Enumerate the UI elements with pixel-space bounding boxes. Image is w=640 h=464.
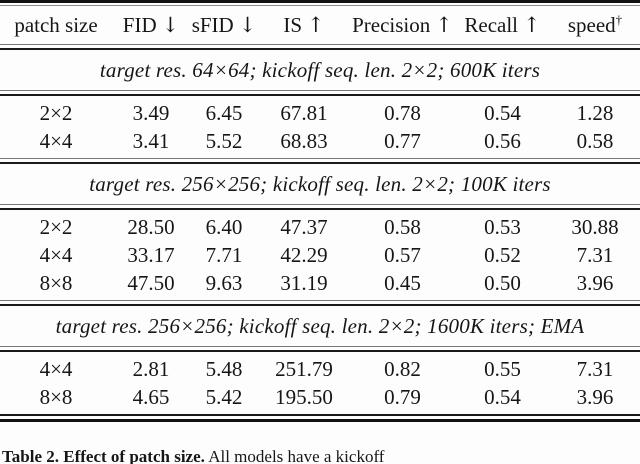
cell-recall: 0.56	[484, 128, 521, 153]
cell-is: 31.19	[280, 270, 328, 295]
section-title: target res. 64×64; kickoff seq. len. 2×2…	[99, 57, 541, 82]
table-row: 2×2 28.50 6.40 47.37 0.58 0.53 30.88	[0, 213, 640, 241]
cell-is: 195.50	[275, 384, 333, 409]
dagger-footnote-marker: †	[615, 11, 623, 27]
cell-patch-size: 4×4	[39, 242, 73, 267]
cell-fid: 47.50	[127, 270, 175, 295]
section-divider	[0, 90, 640, 96]
col-header-is: IS ↑	[258, 13, 350, 38]
cell-sfid: 6.45	[205, 100, 243, 125]
cell-sfid: 5.48	[205, 356, 243, 381]
up-arrow-icon: ↑	[435, 12, 453, 37]
down-arrow-icon: ↓	[161, 12, 180, 37]
table-row: 4×4 33.17 7.71 42.29 0.57 0.52 7.31	[0, 241, 640, 269]
cell-patch-size: 2×2	[39, 100, 73, 125]
cell-speed: 3.96	[576, 270, 614, 295]
table-header-row: patch size FID ↓ sFID ↓ IS ↑ Precision ↑ Rec…	[0, 6, 640, 44]
cell-fid: 4.65	[132, 384, 170, 409]
cell-sfid: 5.52	[205, 128, 243, 153]
cell-recall: 0.53	[484, 214, 521, 239]
table-top-rule	[0, 0, 640, 6]
cell-recall: 0.52	[484, 242, 521, 267]
table-row: 8×8 4.65 5.42 195.50 0.79 0.54 3.96	[0, 383, 640, 411]
section-rows: 4×4 2.81 5.48 251.79 0.82 0.55 7.31 8×8 …	[0, 352, 640, 414]
cell-sfid: 7.71	[205, 242, 243, 267]
cell-is: 67.81	[280, 100, 328, 125]
col-header-label: speed	[567, 12, 616, 37]
col-header-label: patch size	[14, 12, 98, 37]
table-row: 2×2 3.49 6.45 67.81 0.78 0.54 1.28	[0, 99, 640, 127]
col-header-label: Precision	[352, 12, 431, 37]
col-header-fid: FID ↓	[112, 13, 190, 38]
table-row: 4×4 2.81 5.48 251.79 0.82 0.55 7.31	[0, 355, 640, 383]
cell-speed: 1.28	[576, 100, 614, 125]
cell-recall: 0.50	[484, 270, 521, 295]
cell-fid: 2.81	[132, 356, 170, 381]
cell-precision: 0.58	[384, 214, 421, 239]
col-header-label: FID	[122, 12, 157, 37]
cell-recall: 0.54	[484, 100, 521, 125]
section-title: target res. 256×256; kickoff seq. len. 2…	[55, 313, 585, 338]
col-header-label: Recall	[464, 12, 519, 37]
cell-precision: 0.77	[384, 128, 421, 153]
cell-precision: 0.57	[384, 242, 421, 267]
table-row: 8×8 47.50 9.63 31.19 0.45 0.50 3.96	[0, 269, 640, 297]
cell-fid: 3.49	[132, 100, 170, 125]
up-arrow-icon: ↑	[523, 12, 541, 37]
cell-speed: 7.31	[576, 356, 614, 381]
table-caption: Table 2. Effect of patch size. All model…	[0, 446, 640, 464]
caption-title: Effect of patch size.	[63, 447, 205, 464]
cell-precision: 0.78	[384, 100, 421, 125]
cell-patch-size: 4×4	[39, 128, 73, 153]
col-header-label: sFID	[191, 12, 234, 37]
cell-sfid: 5.42	[205, 384, 243, 409]
table-row: 4×4 3.41 5.52 68.83 0.77 0.56 0.58	[0, 127, 640, 155]
cell-sfid: 9.63	[205, 270, 243, 295]
table-bottom-rule	[0, 414, 640, 422]
section-title: target res. 256×256; kickoff seq. len. 2…	[89, 171, 551, 196]
cell-speed: 30.88	[571, 214, 619, 239]
up-arrow-icon: ↑	[307, 12, 325, 37]
cell-recall: 0.55	[484, 356, 521, 381]
section-divider	[0, 44, 640, 50]
cell-is: 42.29	[280, 242, 328, 267]
section-divider	[0, 300, 640, 306]
cell-is: 47.37	[280, 214, 328, 239]
col-header-sfid: sFID ↓	[190, 13, 258, 38]
cell-fid: 33.17	[127, 242, 175, 267]
cell-patch-size: 8×8	[39, 270, 73, 295]
cell-patch-size: 4×4	[39, 356, 73, 381]
table-body: target res. 64×64; kickoff seq. len. 2×2…	[0, 44, 640, 414]
cell-precision: 0.79	[384, 384, 421, 409]
cell-speed: 7.31	[576, 242, 614, 267]
col-header-speed: speed†	[550, 13, 640, 38]
col-header-precision: Precision ↑	[350, 13, 455, 38]
col-header-label: IS	[283, 12, 303, 37]
cell-speed: 3.96	[576, 384, 614, 409]
down-arrow-icon: ↓	[238, 12, 257, 37]
section-divider	[0, 346, 640, 352]
cell-speed: 0.58	[576, 128, 614, 153]
col-header-recall: Recall ↑	[455, 13, 550, 38]
cell-recall: 0.54	[484, 384, 521, 409]
caption-label: Table 2.	[2, 447, 60, 464]
section-divider	[0, 158, 640, 164]
col-header-patch-size: patch size	[0, 13, 112, 38]
cell-sfid: 6.40	[205, 214, 243, 239]
cell-fid: 3.41	[132, 128, 170, 153]
section-rows: 2×2 28.50 6.40 47.37 0.58 0.53 30.88 4×4…	[0, 210, 640, 300]
cell-precision: 0.82	[384, 356, 421, 381]
section-divider	[0, 204, 640, 210]
cell-patch-size: 8×8	[39, 384, 73, 409]
cell-fid: 28.50	[127, 214, 175, 239]
section-rows: 2×2 3.49 6.45 67.81 0.78 0.54 1.28 4×4 3…	[0, 96, 640, 158]
cell-is: 251.79	[275, 356, 333, 381]
caption-text: All models have a kickoff	[208, 447, 385, 464]
cell-precision: 0.45	[384, 270, 421, 295]
cell-is: 68.83	[280, 128, 328, 153]
cell-patch-size: 2×2	[39, 214, 73, 239]
